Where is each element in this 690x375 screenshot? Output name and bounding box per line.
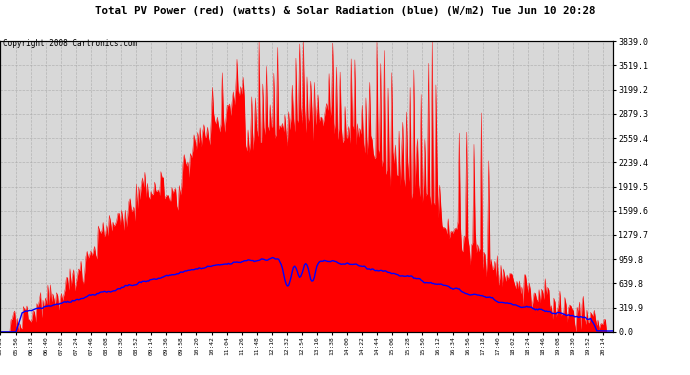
- Text: Copyright 2008 Cartronics.com: Copyright 2008 Cartronics.com: [3, 39, 137, 48]
- Text: Total PV Power (red) (watts) & Solar Radiation (blue) (W/m2) Tue Jun 10 20:28: Total PV Power (red) (watts) & Solar Rad…: [95, 6, 595, 16]
